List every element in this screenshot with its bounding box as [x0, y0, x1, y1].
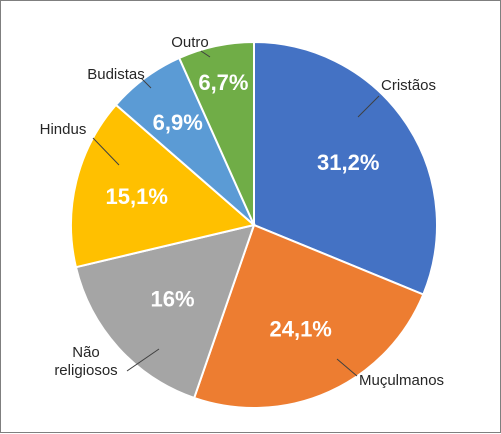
- pct-label-cristaos: 31,2%: [317, 150, 379, 175]
- pie-slice-outro: [177, 40, 255, 226]
- pct-label-nao-religiosos: 16%: [151, 287, 195, 312]
- category-label-outro: Outro: [171, 34, 209, 51]
- pie-slice-muculmanos: [192, 223, 425, 409]
- percentage-labels: 31,2% 24,1% 16% 15,1% 6,9% 6,7%: [106, 70, 380, 342]
- leader-line-budistas: [140, 77, 152, 89]
- pct-label-outro: 6,7%: [198, 70, 248, 95]
- category-labels: Cristãos Muçulmanos Não religiosos Hindus Bud…: [40, 34, 444, 389]
- pie-slice-nao-religiosos: [74, 223, 256, 400]
- leader-line-cristaos: [357, 95, 380, 118]
- pie-slice-cristaos: [253, 40, 438, 296]
- pie-slice-hindus: [70, 103, 257, 269]
- pct-label-hindus: 15,1%: [106, 184, 168, 209]
- category-label-hindus: Hindus: [40, 121, 87, 138]
- category-label-budistas: Budistas: [87, 66, 145, 83]
- pct-label-budistas: 6,9%: [153, 110, 203, 135]
- pct-label-muculmanos: 24,1%: [269, 316, 331, 341]
- leader-line-nao-religiosos: [126, 348, 160, 372]
- leader-line-muculmanos: [336, 358, 358, 377]
- category-label-cristaos: Cristãos: [381, 77, 436, 94]
- leader-line-hindus: [92, 137, 120, 166]
- category-label-nao-religiosos: Não religiosos: [54, 344, 117, 379]
- leader-lines: [92, 50, 380, 377]
- leader-line-outro: [200, 50, 211, 58]
- category-label-muculmanos: Muçulmanos: [359, 372, 444, 389]
- pie-slices: [70, 40, 438, 409]
